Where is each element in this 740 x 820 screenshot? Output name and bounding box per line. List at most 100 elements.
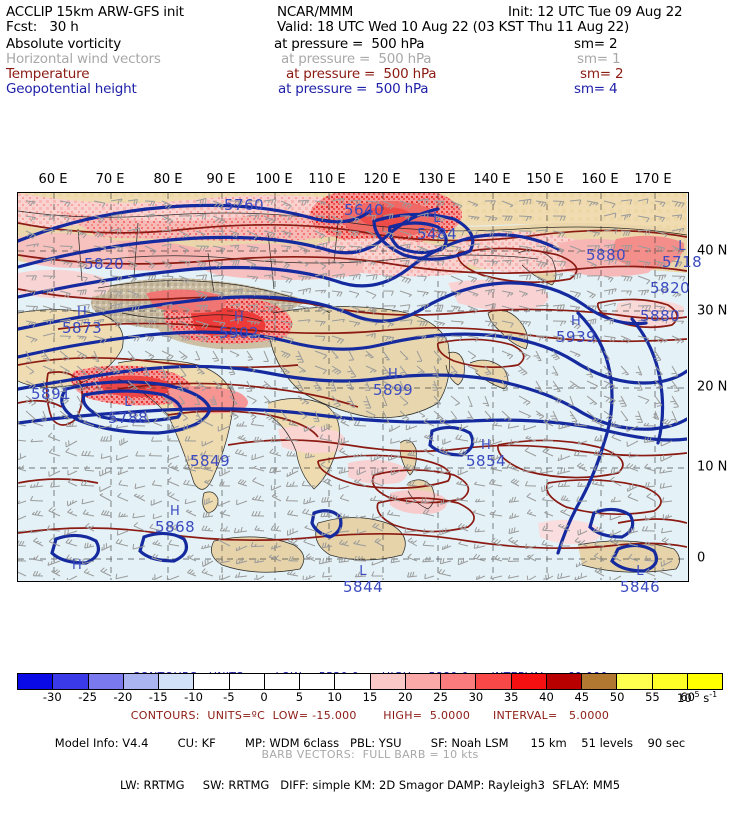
header-valid-time: Valid: 18 UTC Wed 10 Aug 22 (03 KST Thu … [277,19,629,35]
wind-barb-feather [440,559,441,564]
wind-barb-feather [229,372,234,373]
field-sm-temperature: sm= 2 [580,66,623,82]
weather-model-plot: ACCLIP 15km ARW-GFS init NCAR/MMM Init: … [0,0,740,740]
model-info: Model Info: V4.4 CU: KF MP: WDM 6class P… [0,708,740,820]
field-sm-height: sm= 4 [574,81,617,97]
wind-barb-feather [327,424,328,429]
field-sm-vorticity: sm= 2 [574,36,617,52]
colorbar-swatch-1 [53,674,88,689]
wind-barb-feather [537,358,540,359]
wind-barb-feather [252,455,253,460]
wind-barb-feather [196,419,201,420]
field-name-temperature: Temperature [6,66,89,82]
wind-barb-feather [671,373,676,374]
wind-barb-shaft [536,246,546,247]
header-title-left: ACCLIP 15km ARW-GFS init [6,4,184,20]
wind-barb-shaft [468,230,478,231]
colorbar-tick-35: 35 [504,690,519,704]
wind-barb-feather [298,390,303,391]
wind-barb-feather [440,530,441,535]
wind-barb-shaft [60,246,72,247]
wind-barb-shaft [179,261,190,262]
colorbar-swatch-14 [512,674,547,689]
wind-barb-feather [555,421,558,422]
colorbar-swatch-17 [617,674,652,689]
wind-barb-feather [69,440,70,445]
wind-barb-shaft [400,260,409,261]
vorticity-colorbar[interactable] [17,673,723,690]
wind-barb-feather [255,578,256,580]
wind-barb-feather [109,416,114,417]
wind-barb-feather [64,417,67,418]
wind-barb-feather [257,575,258,580]
wind-barb-feather [352,407,355,408]
wind-barb-feather [184,425,185,430]
lon-tick-110-E: 110 E [308,172,345,187]
wind-barb-shaft [621,261,630,262]
wind-barb-shaft [281,246,291,247]
colorbar-tick-5: 5 [296,690,303,704]
lat-tick-20-N: 20 N [697,380,727,395]
lon-tick-90-E: 90 E [207,172,236,187]
map-panel[interactable] [17,192,689,582]
wind-barb-feather [61,388,64,389]
wind-barb-feather [674,407,679,408]
wind-barb-feather [236,559,237,564]
wind-barb-shaft [302,486,315,487]
lon-tick-160-E: 160 E [581,172,618,187]
model-info-line2: LW: RRTMG SW: RRTMG DIFF: simple KM: 2D … [0,778,740,792]
wind-barb-feather [84,374,87,375]
field-name-height: Geopotential height [6,81,137,97]
wind-barb-feather [350,389,353,390]
wind-barb-shaft [251,546,264,547]
wind-barb-shaft [578,486,587,487]
colorbar-tick-30: 30 [469,690,484,704]
field-name-wind: Horizontal wind vectors [6,51,161,67]
colorbar-tick-15: 15 [363,690,378,704]
wind-barb-feather [201,373,204,374]
colorbar-swatch-8 [300,674,335,689]
wind-barb-feather [425,574,426,579]
wind-barb-feather [290,472,291,475]
field-level-vorticity: at pressure = 500 hPa [274,36,424,52]
colorbar-tick-10: 10 [327,690,342,704]
wind-barb-feather [631,528,632,533]
wind-barb-feather [527,576,528,580]
wind-barb-feather [212,358,217,359]
wind-barb-shaft [451,336,462,337]
lon-tick-80-E: 80 E [154,172,183,187]
lat-tick-0: 0 [697,551,705,566]
wind-barb-shaft [230,245,239,246]
field-sm-wind: sm= 1 [577,51,620,67]
wind-barb-feather [467,417,472,418]
header-center-org: NCAR/MMM [277,4,353,20]
wind-barb-feather [214,361,219,362]
wind-barb-feather [576,564,577,567]
colorbar-tick--10: -10 [184,690,203,704]
colorbar-tick-25: 25 [433,690,448,704]
wind-barb-feather [614,468,615,473]
wind-barb-feather [610,533,611,536]
lon-tick-60-E: 60 E [39,172,68,187]
wind-barb-feather [54,258,55,263]
lon-tick-130-E: 130 E [418,172,455,187]
wind-barb-feather [205,442,206,445]
wind-barb-feather [390,428,391,431]
wind-barb-feather [197,370,200,371]
wind-barb-shaft [508,561,519,562]
wind-barb-feather [548,574,549,579]
wind-barb-feather [188,455,189,460]
wind-barb-feather [324,425,325,430]
wind-barb-feather [236,548,237,551]
colorbar-swatch-9 [335,674,370,689]
wind-barb-shaft [315,321,325,322]
colorbar-tick--25: -25 [78,690,97,704]
colorbar-tick--20: -20 [113,690,132,704]
lat-tick-40-N: 40 N [697,244,727,259]
colorbar-swatch-11 [406,674,441,689]
wind-barb-feather [368,356,371,357]
wind-barb-feather [344,438,345,443]
wind-barb-feather [443,499,444,504]
colorbar-swatch-7 [265,674,300,689]
wind-barb-shaft [247,291,257,292]
